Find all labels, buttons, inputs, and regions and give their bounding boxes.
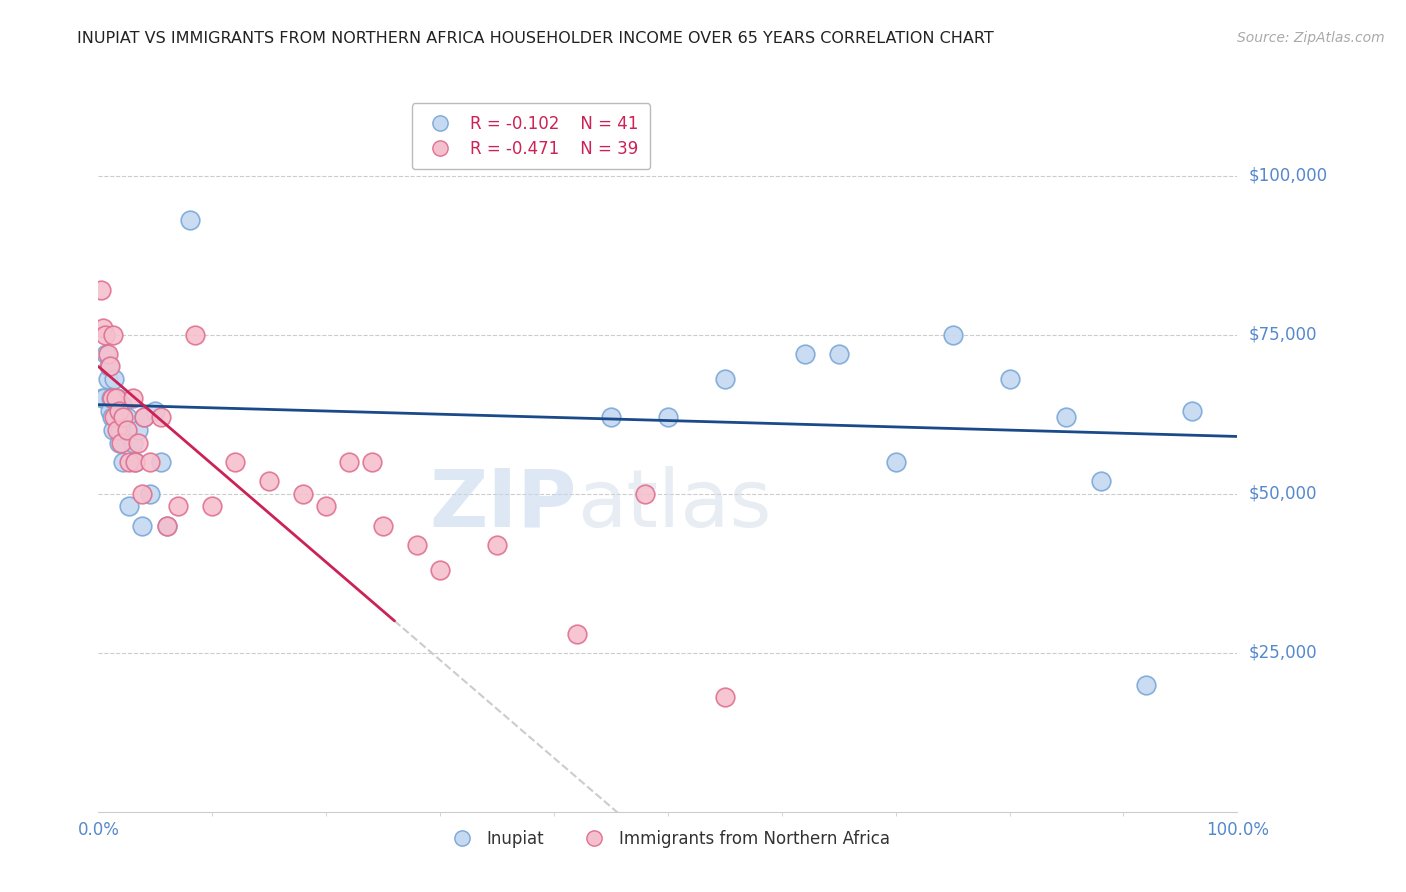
Point [145,404,167,418]
Point [315,500,337,514]
Point [112,410,135,425]
Point [97,359,120,374]
Text: atlas: atlas [576,466,770,543]
Point [118,455,141,469]
Point [429,563,451,577]
Point [93,392,115,406]
Point [167,500,190,514]
Point [337,455,360,469]
Point [115,410,138,425]
Point [104,410,127,425]
Point [138,486,160,500]
Legend: Inupiat, Immigrants from Northern Africa: Inupiat, Immigrants from Northern Africa [439,823,897,855]
Point [111,398,134,412]
Point [828,347,851,361]
Point [96,347,118,361]
Point [112,455,135,469]
Point [884,455,907,469]
Point [132,410,155,425]
Point [634,486,657,500]
Point [201,500,224,514]
Point [103,327,125,342]
Point [360,455,382,469]
Text: INUPIAT VS IMMIGRANTS FROM NORTHERN AFRICA HOUSEHOLDER INCOME OVER 65 YEARS CORR: INUPIAT VS IMMIGRANTS FROM NORTHERN AFRI… [77,31,994,46]
Text: $75,000: $75,000 [1249,326,1317,343]
Point [1054,410,1078,425]
Point [565,626,588,640]
Point [103,423,125,437]
Point [105,423,128,437]
Point [600,410,623,425]
Point [1181,404,1204,418]
Point [1090,474,1112,488]
Point [121,392,143,406]
Point [942,327,965,342]
Point [108,435,131,450]
Point [101,410,124,425]
Point [90,283,112,297]
Point [124,455,146,469]
Point [90,392,112,406]
Point [131,486,153,500]
Point [94,327,117,342]
Point [110,410,132,425]
Point [406,538,429,552]
Point [103,410,125,425]
Point [657,410,679,425]
Point [118,500,141,514]
Point [127,435,149,450]
Text: ZIP: ZIP [429,466,576,543]
Point [96,372,118,386]
Point [121,435,143,450]
Point [998,372,1021,386]
Point [100,392,122,406]
Point [714,372,737,386]
Point [101,392,124,406]
Point [98,359,121,374]
Point [1135,677,1157,691]
Point [156,518,179,533]
Point [110,435,132,450]
Point [124,455,146,469]
Point [714,690,737,705]
Point [91,321,114,335]
Point [150,455,173,469]
Point [371,518,394,533]
Point [98,404,121,418]
Text: $25,000: $25,000 [1249,644,1317,662]
Point [184,327,207,342]
Point [259,474,281,488]
Point [486,538,509,552]
Text: $50,000: $50,000 [1249,484,1317,503]
Point [793,347,815,361]
Point [156,518,179,533]
Point [138,455,160,469]
Point [127,423,149,437]
Point [224,455,246,469]
Point [131,518,153,533]
Point [108,423,131,437]
Point [103,372,125,386]
Point [132,410,155,425]
Point [96,347,118,361]
Point [104,392,127,406]
Point [179,213,201,227]
Point [292,486,315,500]
Text: Source: ZipAtlas.com: Source: ZipAtlas.com [1237,31,1385,45]
Point [108,404,131,418]
Point [150,410,173,425]
Text: $100,000: $100,000 [1249,167,1327,185]
Point [105,392,128,406]
Point [115,423,138,437]
